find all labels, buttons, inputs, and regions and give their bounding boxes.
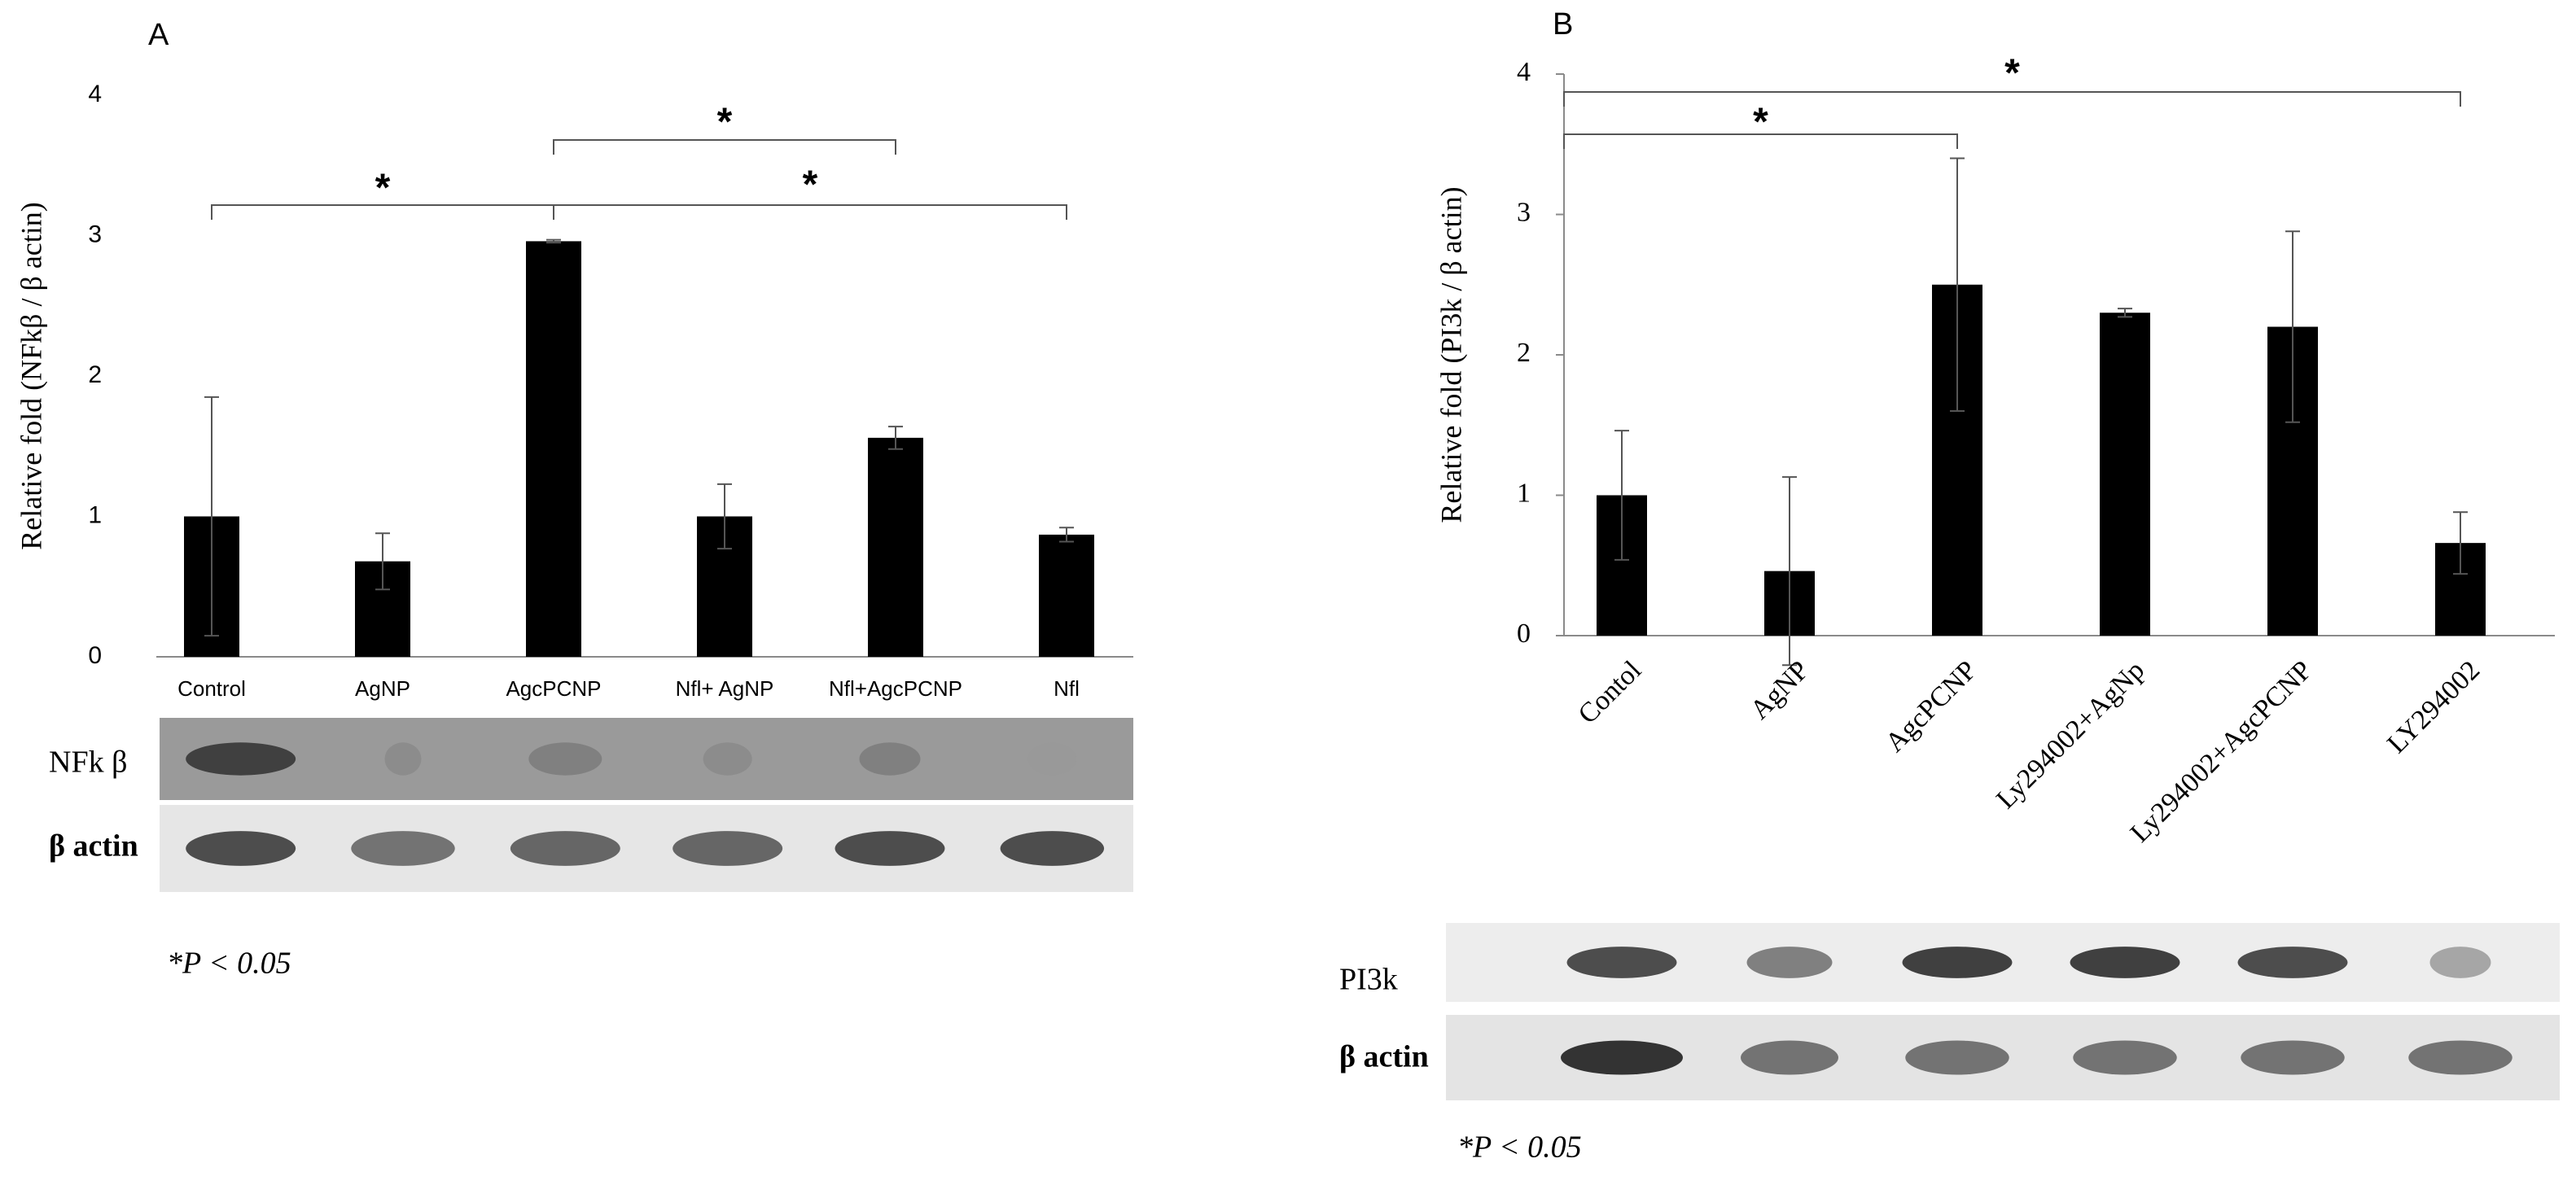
error-bar bbox=[717, 483, 732, 550]
x-tick-label: LY294002 bbox=[2381, 655, 2486, 759]
y-tick-label: 0 bbox=[1517, 619, 1531, 649]
y-tick-label: 4 bbox=[88, 81, 102, 107]
y-tick-label: 4 bbox=[1517, 57, 1531, 87]
blot-band bbox=[2408, 1040, 2512, 1075]
blot-band bbox=[2237, 947, 2348, 978]
x-tick-label: Ly294002+AgNp bbox=[1991, 655, 2150, 815]
error-bar bbox=[1950, 157, 1965, 412]
blot-band bbox=[859, 742, 921, 776]
blot-band bbox=[2241, 1040, 2345, 1075]
error-bar bbox=[1782, 476, 1797, 667]
blot-band bbox=[1027, 742, 1077, 776]
error-bar bbox=[2118, 308, 2132, 318]
x-tick-label: Nfl+AgcPCNP bbox=[829, 676, 962, 701]
y-axis-label: Relative fold (NFkβ / β actin) bbox=[15, 202, 47, 550]
y-tick-label: 2 bbox=[88, 361, 102, 388]
blot-band bbox=[835, 831, 945, 866]
blot-band bbox=[351, 831, 455, 866]
panel-title: B bbox=[1553, 7, 1573, 42]
blot-band bbox=[1746, 947, 1833, 978]
blot-band bbox=[528, 742, 602, 776]
blot-label: β actin bbox=[1339, 1040, 1429, 1074]
y-tick-label: 2 bbox=[1517, 338, 1531, 368]
error-bar bbox=[1614, 430, 1629, 561]
blot-band bbox=[186, 742, 296, 776]
blot-band bbox=[672, 831, 783, 866]
blot-background bbox=[160, 805, 1133, 892]
error-bar bbox=[888, 426, 903, 450]
blot-band bbox=[1902, 947, 2013, 978]
blot-band bbox=[2429, 947, 2491, 978]
error-bar bbox=[1059, 527, 1074, 543]
blot-band bbox=[1000, 831, 1105, 866]
bar bbox=[1039, 534, 1094, 657]
blot-band bbox=[186, 831, 296, 866]
y-axis-label: Relative fold (PI3k / β actin) bbox=[1435, 186, 1467, 523]
y-tick-label: 1 bbox=[1517, 478, 1531, 508]
significance-mark: * bbox=[803, 164, 818, 207]
significance-bracket bbox=[553, 139, 896, 155]
blot-label: NFk β bbox=[49, 746, 127, 780]
x-tick-label: AgcPCNP bbox=[1880, 655, 1982, 758]
y-tick-label: 1 bbox=[88, 501, 102, 528]
x-tick-label: Nfl+ AgNP bbox=[676, 676, 774, 701]
x-tick-label: AgNP bbox=[355, 676, 410, 701]
blot-band bbox=[510, 831, 620, 866]
blot-band bbox=[1905, 1040, 2009, 1075]
significance-mark: * bbox=[2004, 52, 2020, 95]
bar bbox=[868, 437, 923, 657]
blot-band bbox=[2070, 947, 2180, 978]
blot-band bbox=[2073, 1040, 2177, 1075]
significance-bracket bbox=[1563, 91, 2461, 107]
blot-label: β actin bbox=[49, 829, 138, 864]
x-tick-label: Ly294002+AgcPCNP bbox=[2125, 655, 2318, 848]
bar bbox=[2100, 313, 2150, 636]
blot-background bbox=[160, 718, 1133, 800]
error-bar bbox=[204, 396, 219, 637]
blot-band bbox=[1566, 947, 1677, 978]
blot-band bbox=[1561, 1040, 1683, 1075]
y-tick-label: 0 bbox=[88, 642, 102, 669]
bar bbox=[526, 241, 581, 657]
error-bar bbox=[546, 238, 561, 244]
significance-mark: * bbox=[1753, 101, 1768, 144]
x-tick-label: AgNP bbox=[1745, 655, 1815, 725]
error-bar bbox=[375, 532, 390, 591]
x-tick-label: Nfl bbox=[1054, 676, 1080, 701]
panel-title: A bbox=[148, 18, 169, 52]
error-bar bbox=[2453, 511, 2468, 575]
footnote: *P < 0.05 bbox=[1457, 1130, 1582, 1165]
x-tick-label: Control bbox=[177, 676, 246, 701]
error-bar bbox=[2285, 230, 2300, 423]
x-tick-label: Contol bbox=[1573, 655, 1648, 730]
blot-label: PI3k bbox=[1339, 963, 1398, 997]
significance-bracket bbox=[1563, 133, 1958, 149]
blot-band bbox=[384, 742, 422, 776]
significance-mark: * bbox=[375, 167, 391, 210]
footnote: *P < 0.05 bbox=[167, 947, 291, 981]
y-tick-label: 3 bbox=[88, 221, 102, 247]
significance-mark: * bbox=[717, 101, 733, 144]
significance-bracket bbox=[553, 204, 1067, 220]
blot-band bbox=[703, 742, 752, 776]
blot-band bbox=[1741, 1040, 1838, 1075]
y-tick-label: 3 bbox=[1517, 197, 1531, 227]
x-tick-label: AgcPCNP bbox=[506, 676, 601, 701]
